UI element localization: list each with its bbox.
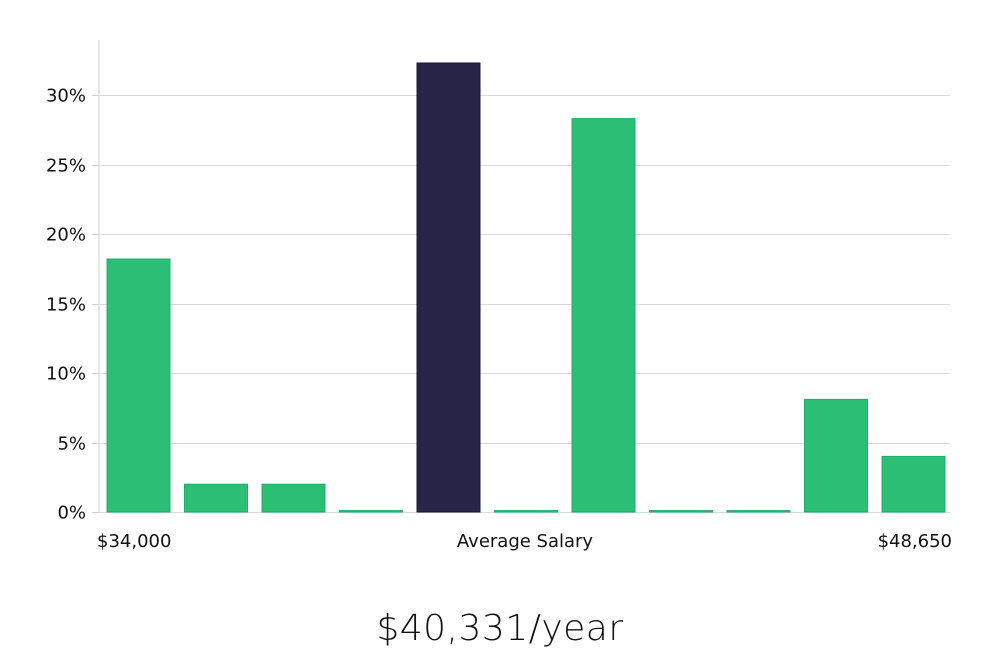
bar-bucket-4 (339, 510, 403, 513)
x-label-min: $34,000 (97, 531, 171, 552)
bar-bucket-8 (649, 510, 713, 513)
bar-bucket-9 (726, 510, 791, 513)
x-label-max: $48,650 (878, 531, 952, 552)
y-tick-label-5: 5% (57, 434, 86, 455)
y-tick-label-20: 20% (46, 225, 86, 246)
y-tick-label-30: 30% (46, 86, 86, 107)
bar-bucket-10 (804, 398, 868, 513)
bar-bucket-2 (184, 483, 248, 513)
bar-average-salary-bucket (416, 62, 481, 513)
y-axis-ticks: 0% 5% 10% 15% 20% 25% 30% (46, 86, 99, 524)
bar-bucket-1 (106, 258, 171, 513)
y-tick-label-0: 0% (57, 503, 86, 524)
bar-bucket-11 (881, 455, 946, 513)
bar-bucket-7 (571, 118, 636, 513)
bar-bucket-3 (261, 483, 326, 513)
y-tick-label-25: 25% (46, 156, 86, 177)
y-tick-label-10: 10% (46, 364, 86, 385)
salary-distribution-chart: 0% 5% 10% 15% 20% 25% 30% $34,000 Average Sala… (46, 40, 952, 552)
average-salary-value: $40,331/year (376, 608, 624, 649)
y-tick-label-15: 15% (46, 295, 86, 316)
bar-bucket-6 (494, 510, 558, 513)
x-label-average: Average Salary (457, 531, 594, 552)
gridlines (100, 95, 950, 513)
bars (106, 62, 946, 513)
